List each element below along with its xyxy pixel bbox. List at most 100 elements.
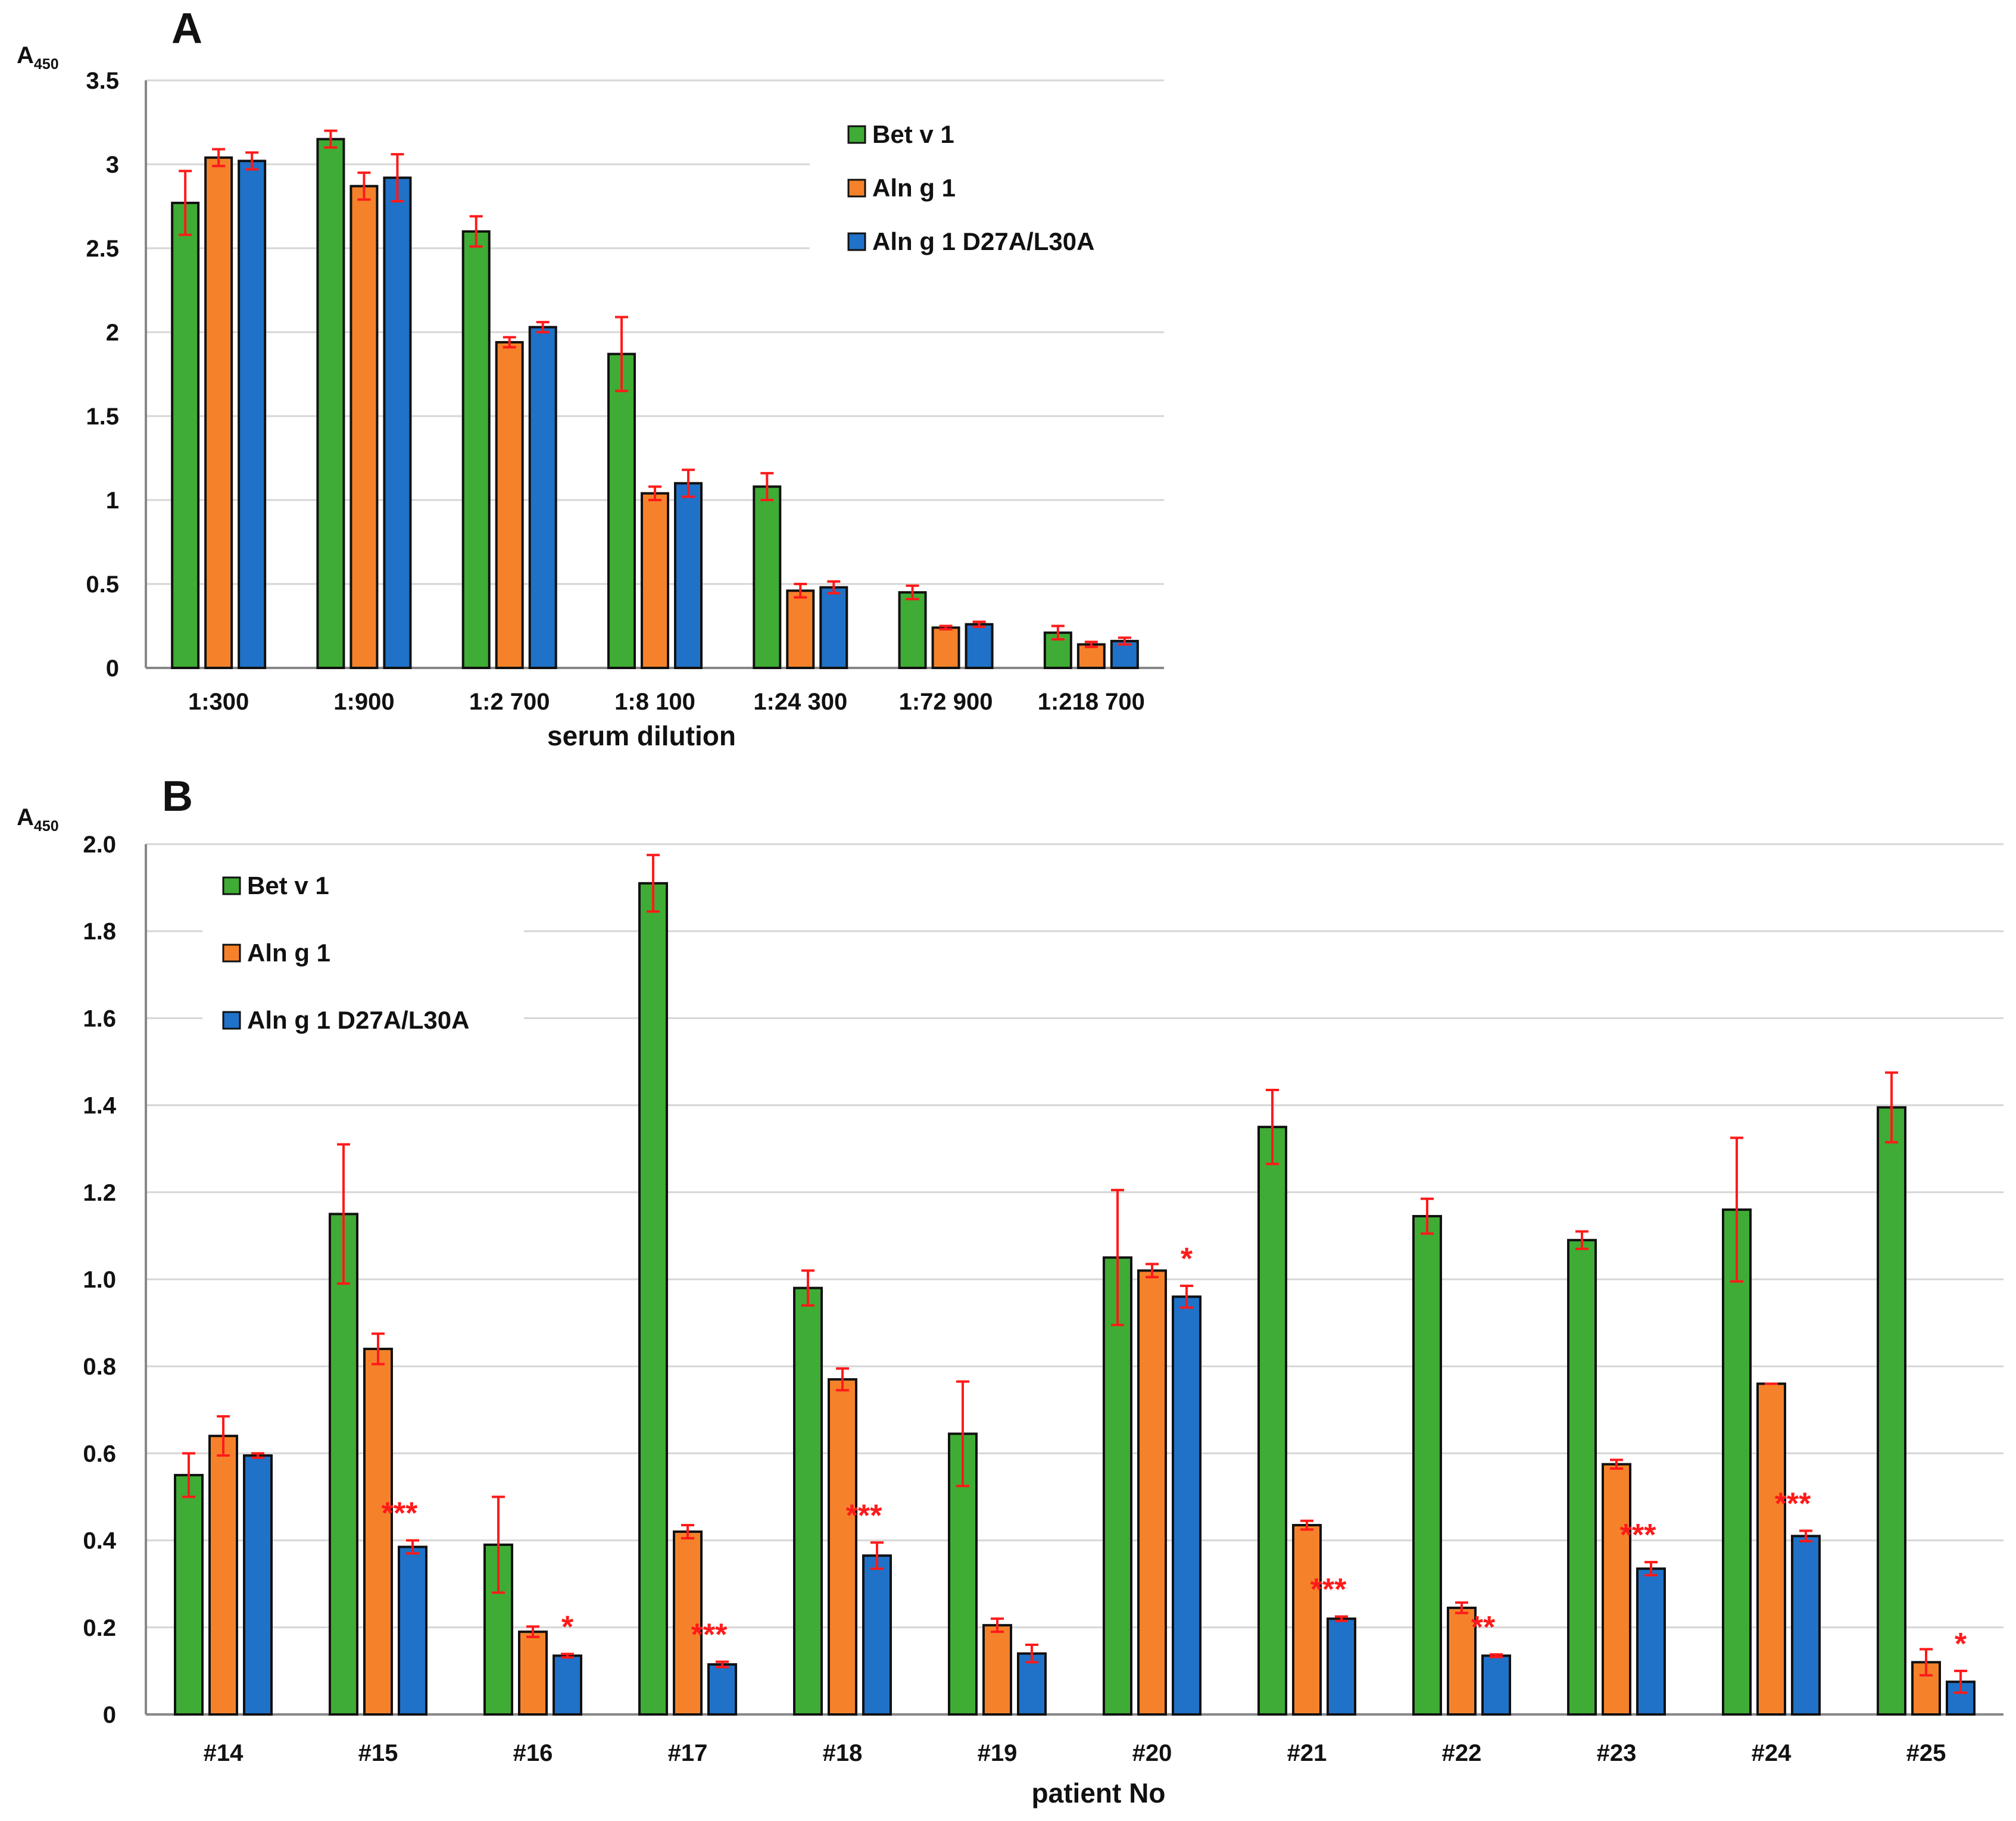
bar-b-bet-v-1	[638, 882, 668, 1716]
bar-a-aln-g-1	[204, 156, 233, 670]
x-axis-label: patient No	[1032, 1778, 1166, 1808]
bar-b-aln-g-1	[1137, 1269, 1167, 1716]
bar-b-aln-g-1-mutant	[707, 1663, 737, 1716]
y-tick-label: 0.4	[83, 1528, 116, 1554]
x-axis-label: serum dilution	[547, 720, 736, 751]
legend-swatch-bet-v-1	[847, 125, 866, 144]
bar-b-bet-v-1	[1877, 1106, 1906, 1716]
bar-b-aln-g-1-mutant	[1481, 1654, 1511, 1716]
x-tick-label: #24	[1752, 1740, 1792, 1766]
x-tick-label: #18	[823, 1740, 863, 1766]
bar-b-bet-v-1	[793, 1286, 823, 1716]
panel-a-label: A	[171, 5, 202, 52]
significance-marker: *	[561, 1610, 574, 1644]
significance-marker: ***	[1310, 1573, 1347, 1607]
bar-b-bet-v-1	[329, 1213, 358, 1716]
bar-a-aln-g-1	[786, 589, 815, 670]
y-axis-label: A450	[17, 804, 59, 835]
chart-panel-a: 0 0.5 1 1.5 2 2.5 3 3.5 A450 1:300 1:900 1:2 700 1:8…	[17, 42, 1164, 751]
panel-b-label: B	[162, 773, 193, 820]
x-tick-label: 1:24 300	[753, 689, 847, 715]
y-tick-label: 0.2	[83, 1615, 116, 1641]
bar-a-aln-g-1-mutant	[1110, 639, 1139, 670]
significance-marker: **	[1471, 1610, 1496, 1645]
bar-a-bet-v-1	[753, 485, 782, 669]
legend: Bet v 1 Aln g 1 Aln g 1 D27A/L30A	[847, 120, 1094, 255]
bar-a-aln-g-1-mutant	[383, 176, 412, 669]
bar-b-aln-g-1	[1602, 1463, 1631, 1716]
bar-a-bet-v-1	[316, 138, 345, 669]
x-tick-label: 1:218 700	[1038, 689, 1145, 715]
bar-b-aln-g-1	[1292, 1524, 1322, 1716]
bar-b-aln-g-1	[1756, 1382, 1786, 1716]
x-tick-label: #15	[358, 1740, 398, 1766]
bar-b-bet-v-1	[1722, 1208, 1752, 1716]
legend-swatch-bet-v-1	[222, 876, 241, 895]
bar-b-aln-g-1-mutant	[862, 1554, 892, 1716]
y-tick-label: 1.6	[83, 1005, 116, 1032]
legend-label: Aln g 1	[872, 174, 956, 202]
legend-swatch-aln-g-1-mutant	[847, 232, 866, 251]
significance-marker: ***	[691, 1618, 728, 1653]
chart-panel-b: 0 0.2 0.4 0.6 0.8 1.0 1.2 1.4 1.6 1.8 2.0 A450 #14 #1…	[17, 804, 2003, 1808]
bar-a-aln-g-1	[349, 185, 379, 670]
x-tick-label: #17	[668, 1740, 708, 1766]
y-tick-label: 1.4	[83, 1093, 116, 1119]
legend-swatch-aln-g-1-mutant	[222, 1011, 241, 1030]
x-tick-label: #14	[204, 1740, 244, 1766]
y-tick-label: 0.5	[86, 571, 119, 598]
bar-b-aln-g-1	[518, 1631, 548, 1716]
x-tick-label: #16	[513, 1740, 553, 1766]
x-tick-label: 1:300	[188, 689, 249, 715]
bar-b-aln-g-1	[208, 1435, 238, 1716]
legend-swatch-aln-g-1	[847, 179, 866, 198]
x-tick-label: 1:2 700	[469, 689, 550, 715]
y-tick-label: 0	[106, 655, 119, 682]
bar-b-aln-g-1	[363, 1347, 393, 1716]
significance-marker: *	[1181, 1242, 1193, 1276]
bar-a-aln-g-1-mutant	[965, 623, 994, 670]
y-tick-label: 1	[106, 488, 119, 514]
legend-label: Aln g 1 D27A/L30A	[872, 227, 1094, 255]
bar-a-aln-g-1-mutant	[238, 160, 267, 669]
bar-b-aln-g-1	[828, 1378, 857, 1716]
legend-swatch-aln-g-1	[222, 944, 241, 963]
x-tick-label: 1:8 100	[614, 689, 695, 715]
bar-a-aln-g-1	[641, 492, 669, 669]
legend-label: Aln g 1	[247, 939, 330, 967]
x-tick-label: #22	[1442, 1740, 1482, 1766]
x-tick-label: #21	[1287, 1740, 1327, 1766]
y-tick-label: 0	[103, 1702, 116, 1728]
bar-a-aln-g-1-mutant	[528, 326, 557, 669]
y-tick-label: 3.5	[86, 68, 119, 94]
bar-b-aln-g-1-mutant	[243, 1454, 273, 1716]
bar-a-aln-g-1	[495, 341, 524, 669]
y-tick-label: 0.8	[83, 1354, 116, 1380]
bar-b-bet-v-1	[1412, 1215, 1442, 1716]
bar-a-bet-v-1	[171, 201, 200, 669]
bar-b-aln-g-1-mutant	[1636, 1567, 1666, 1716]
bar-a-bet-v-1	[607, 352, 636, 669]
bar-b-aln-g-1-mutant	[1172, 1295, 1202, 1716]
bar-b-aln-g-1-mutant	[1327, 1617, 1356, 1716]
bar-a-bet-v-1	[898, 591, 927, 669]
y-tick-label: 2	[106, 320, 119, 346]
y-tick-label: 0.6	[83, 1441, 116, 1467]
x-tick-label: 1:72 900	[899, 689, 993, 715]
x-tick-label: #25	[1906, 1740, 1946, 1766]
significance-marker: *	[1955, 1627, 1967, 1661]
legend-label: Bet v 1	[247, 872, 329, 899]
bar-b-aln-g-1-mutant	[398, 1545, 427, 1716]
bar-b-bet-v-1	[1257, 1126, 1287, 1716]
bar-a-aln-g-1	[931, 626, 960, 669]
y-tick-label: 1.2	[83, 1180, 116, 1206]
x-tick-label: #23	[1597, 1740, 1637, 1766]
legend-label: Bet v 1	[872, 120, 954, 148]
significance-marker: ***	[1620, 1518, 1656, 1553]
x-tick-label: #19	[978, 1740, 1018, 1766]
y-tick-label: 1.5	[86, 404, 119, 430]
y-tick-label: 2.0	[83, 832, 116, 858]
bar-a-bet-v-1	[461, 230, 491, 669]
y-tick-label: 1.0	[83, 1267, 116, 1293]
bar-a-aln-g-1-mutant	[674, 482, 703, 669]
